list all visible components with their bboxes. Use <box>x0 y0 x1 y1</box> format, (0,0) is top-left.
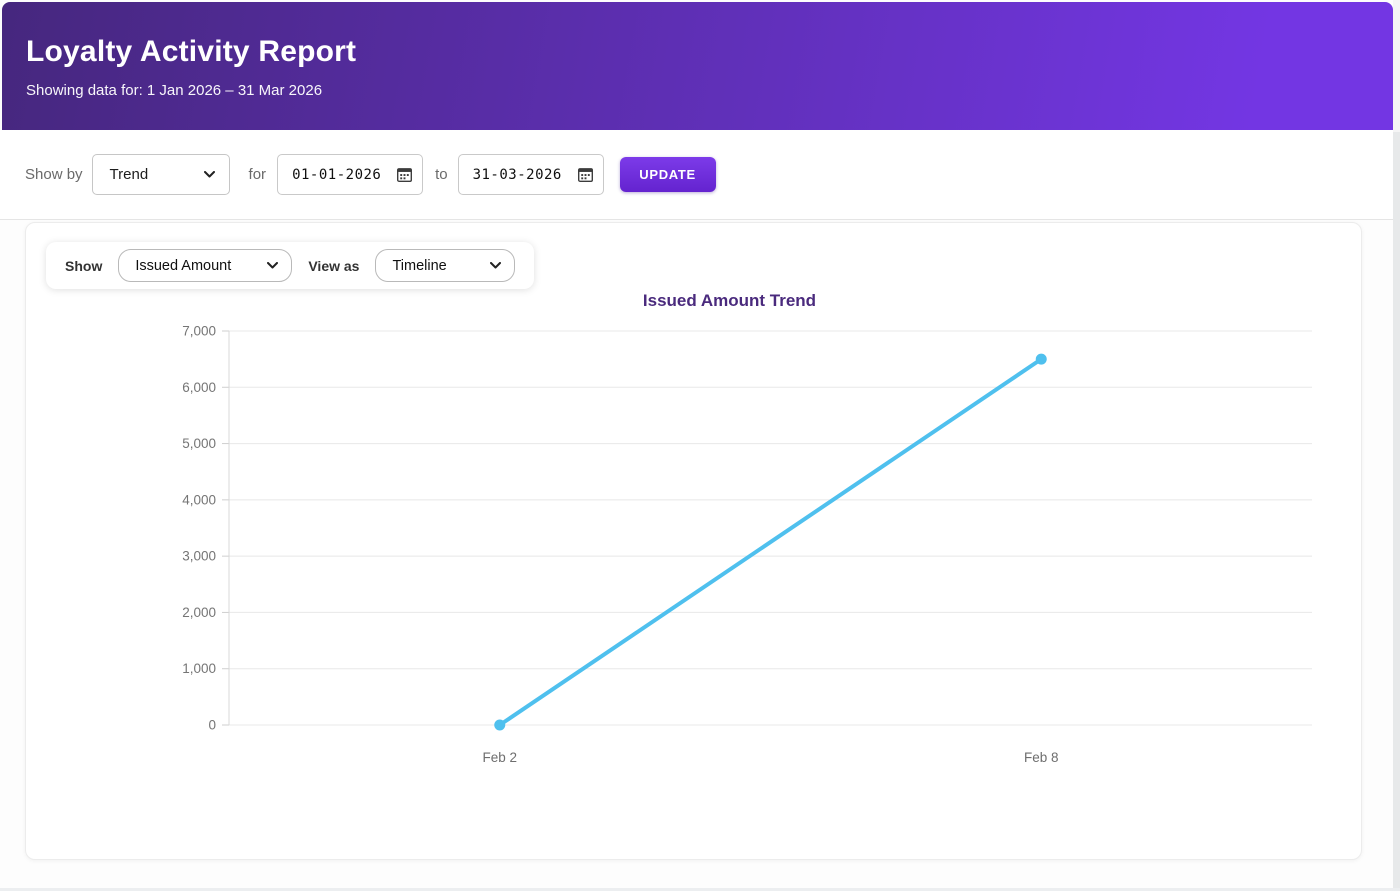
trend-chart: 0 1,000 2,000 3,000 4,000 5,000 6,000 7,000 Feb … <box>182 324 1312 765</box>
svg-text:3,000: 3,000 <box>182 549 216 564</box>
end-date-input[interactable] <box>470 165 571 184</box>
view-as-label: View as <box>308 257 360 274</box>
to-label: to <box>435 166 448 183</box>
report-header: Loyalty Activity Report Showing data for… <box>2 2 1393 130</box>
chevron-down-icon <box>203 171 215 178</box>
filter-toolbar: Show by Trend for to <box>0 130 1393 220</box>
svg-text:2,000: 2,000 <box>182 605 216 620</box>
view-as-select[interactable]: Timeline <box>375 249 516 282</box>
svg-text:0: 0 <box>208 718 216 733</box>
update-button[interactable]: UPDATE <box>619 157 716 192</box>
svg-text:Feb 8: Feb 8 <box>1024 750 1059 765</box>
show-by-select[interactable]: Trend <box>91 154 230 195</box>
svg-text:4,000: 4,000 <box>182 492 216 507</box>
chevron-down-icon <box>267 262 279 269</box>
metric-selected-value: Issued Amount <box>135 257 232 274</box>
end-date-field <box>457 154 604 195</box>
start-date-input[interactable] <box>290 165 391 184</box>
for-label: for <box>248 166 267 183</box>
show-by-selected-value: Trend <box>109 166 149 183</box>
metric-select[interactable]: Issued Amount <box>118 249 293 282</box>
svg-text:1,000: 1,000 <box>182 661 216 676</box>
chart-title: Issued Amount Trend <box>642 291 817 310</box>
window-bottom-edge <box>0 888 1400 891</box>
report-card: Show Issued Amount View as Timeline Issu… <box>25 222 1362 860</box>
calendar-icon[interactable] <box>577 166 594 183</box>
scrollbar-thumb[interactable] <box>1393 132 1400 891</box>
svg-text:5,000: 5,000 <box>182 436 216 451</box>
calendar-icon[interactable] <box>396 166 413 183</box>
page-title: Loyalty Activity Report <box>26 35 357 68</box>
date-range-subtitle: Showing data for: 1 Jan 2026 – 31 Mar 20… <box>26 82 323 99</box>
view-as-selected-value: Timeline <box>392 257 447 274</box>
show-label: Show <box>65 257 103 274</box>
chevron-down-icon <box>490 262 502 269</box>
start-date-field <box>277 154 424 195</box>
svg-text:7,000: 7,000 <box>182 324 216 339</box>
chart-controls-bar: Show Issued Amount View as Timeline <box>46 242 535 289</box>
show-by-label: Show by <box>25 166 83 183</box>
svg-text:6,000: 6,000 <box>182 380 216 395</box>
scrollbar-track[interactable] <box>1393 0 1400 891</box>
svg-text:Feb 2: Feb 2 <box>482 750 517 765</box>
